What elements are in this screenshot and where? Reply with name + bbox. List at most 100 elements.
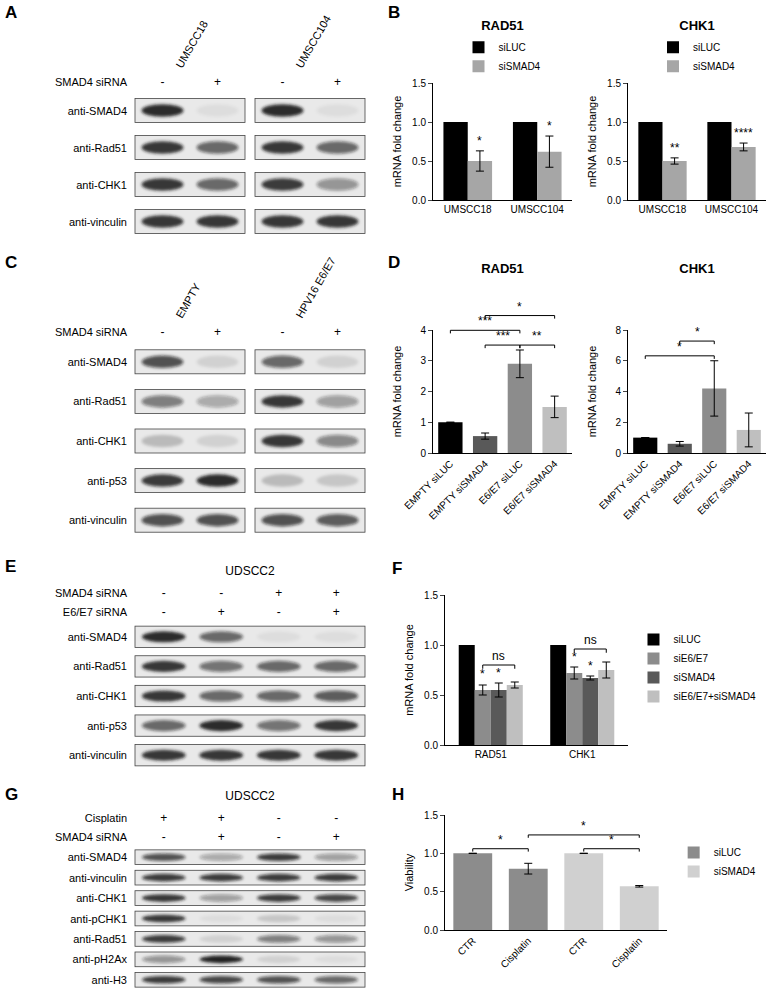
svg-text:EMPTY siSMAD4: EMPTY siSMAD4 xyxy=(621,458,685,522)
svg-text:-: - xyxy=(161,325,165,339)
svg-text:*: * xyxy=(498,833,503,847)
svg-text:3: 3 xyxy=(420,355,426,366)
svg-text:anti-vinculin: anti-vinculin xyxy=(69,872,127,884)
svg-text:Cisplatin: Cisplatin xyxy=(85,812,127,824)
svg-text:0.0: 0.0 xyxy=(424,740,438,751)
svg-text:0: 0 xyxy=(420,448,426,459)
svg-text:A: A xyxy=(5,3,17,22)
svg-text:E6/E7 siSMAD4: E6/E7 siSMAD4 xyxy=(695,458,754,517)
svg-text:-: - xyxy=(219,586,223,600)
svg-text:0.5: 0.5 xyxy=(412,156,426,167)
svg-text:anti-vinculin: anti-vinculin xyxy=(69,749,127,761)
svg-text:mRNA fold change: mRNA fold change xyxy=(391,96,403,188)
svg-text:anti-SMAD4: anti-SMAD4 xyxy=(68,356,127,368)
svg-text:0.5: 0.5 xyxy=(424,690,438,701)
svg-text:0.0: 0.0 xyxy=(607,195,621,206)
svg-text:H: H xyxy=(392,785,404,804)
svg-text:SMAD4 siRNA: SMAD4 siRNA xyxy=(55,76,128,88)
svg-text:CHK1: CHK1 xyxy=(679,261,714,276)
svg-text:-: - xyxy=(162,605,166,619)
svg-text:+: + xyxy=(214,75,221,89)
svg-text:+: + xyxy=(214,325,221,339)
svg-text:UMSCC18: UMSCC18 xyxy=(173,18,210,70)
svg-text:UMSCC104: UMSCC104 xyxy=(705,204,759,215)
svg-text:CHK1: CHK1 xyxy=(569,749,596,760)
svg-text:E6/E7 siLUC: E6/E7 siLUC xyxy=(671,458,719,506)
svg-text:0.5: 0.5 xyxy=(607,156,621,167)
svg-text:anti-SMAD4: anti-SMAD4 xyxy=(68,851,127,863)
svg-text:1.5: 1.5 xyxy=(424,590,438,601)
svg-text:RAD51: RAD51 xyxy=(475,749,508,760)
svg-text:*: * xyxy=(581,819,586,833)
svg-text:*: * xyxy=(480,667,485,681)
svg-text:0: 0 xyxy=(615,448,621,459)
svg-text:+: + xyxy=(333,586,340,600)
svg-text:siLUC: siLUC xyxy=(714,847,741,858)
svg-text:anti-CHK1: anti-CHK1 xyxy=(76,690,127,702)
svg-text:E6/E7 siSMAD4: E6/E7 siSMAD4 xyxy=(501,458,560,517)
svg-text:2: 2 xyxy=(420,386,426,397)
svg-text:anti-CHK1: anti-CHK1 xyxy=(76,179,127,191)
svg-text:*: * xyxy=(677,340,682,354)
svg-text:4: 4 xyxy=(615,386,621,397)
svg-text:*: * xyxy=(609,833,614,847)
svg-text:+: + xyxy=(218,830,225,844)
svg-text:0.0: 0.0 xyxy=(424,925,438,936)
svg-text:8: 8 xyxy=(615,325,621,336)
svg-text:anti-Rad51: anti-Rad51 xyxy=(73,395,127,407)
svg-text:6: 6 xyxy=(615,355,621,366)
svg-text:*: * xyxy=(496,666,501,680)
svg-text:+: + xyxy=(160,811,167,825)
svg-text:-: - xyxy=(162,586,166,600)
svg-text:anti-CHK1: anti-CHK1 xyxy=(76,892,127,904)
svg-text:1.0: 1.0 xyxy=(424,640,438,651)
svg-text:C: C xyxy=(5,253,17,272)
svg-text:4: 4 xyxy=(420,325,426,336)
svg-text:2: 2 xyxy=(615,417,621,428)
svg-text:+: + xyxy=(275,586,282,600)
svg-text:EMPTY siSMAD4: EMPTY siSMAD4 xyxy=(427,458,491,522)
svg-text:CHK1: CHK1 xyxy=(679,18,714,33)
svg-text:**: ** xyxy=(532,329,542,343)
svg-text:CTR: CTR xyxy=(455,935,477,957)
svg-text:Cisplatin: Cisplatin xyxy=(498,935,533,970)
svg-text:B: B xyxy=(388,3,400,22)
svg-text:anti-Rad51: anti-Rad51 xyxy=(73,142,127,154)
svg-text:SMAD4 siRNA: SMAD4 siRNA xyxy=(55,831,128,843)
svg-text:0.0: 0.0 xyxy=(412,195,426,206)
svg-text:mRNA fold change: mRNA fold change xyxy=(403,624,415,716)
svg-text:UMSCC104: UMSCC104 xyxy=(293,13,333,70)
svg-text:-: - xyxy=(281,75,285,89)
svg-text:EMPTY siLUC: EMPTY siLUC xyxy=(597,458,650,511)
svg-text:anti-Rad51: anti-Rad51 xyxy=(73,933,127,945)
svg-text:siLUC: siLUC xyxy=(499,42,526,53)
svg-text:+: + xyxy=(333,605,340,619)
svg-text:Viability: Viability xyxy=(403,853,415,891)
svg-text:anti-Rad51: anti-Rad51 xyxy=(73,660,127,672)
svg-text:1.5: 1.5 xyxy=(412,78,426,89)
svg-text:anti-p53: anti-p53 xyxy=(87,475,127,487)
svg-text:*: * xyxy=(477,134,482,148)
svg-text:-: - xyxy=(277,830,281,844)
svg-text:*: * xyxy=(517,300,522,314)
svg-text:+: + xyxy=(218,811,225,825)
svg-text:F: F xyxy=(392,559,402,578)
svg-text:+: + xyxy=(333,830,340,844)
svg-text:***: *** xyxy=(496,329,510,343)
svg-text:1.5: 1.5 xyxy=(424,810,438,821)
svg-text:SMAD4 siRNA: SMAD4 siRNA xyxy=(55,587,128,599)
svg-text:-: - xyxy=(277,811,281,825)
svg-text:anti-SMAD4: anti-SMAD4 xyxy=(68,631,127,643)
svg-text:-: - xyxy=(334,811,338,825)
svg-text:anti-p53: anti-p53 xyxy=(87,720,127,732)
svg-text:-: - xyxy=(277,605,281,619)
svg-text:siSMAD4: siSMAD4 xyxy=(673,672,715,683)
svg-text:siLUC: siLUC xyxy=(693,42,720,53)
svg-text:UMSCC18: UMSCC18 xyxy=(639,204,687,215)
svg-text:1.0: 1.0 xyxy=(412,117,426,128)
svg-text:G: G xyxy=(5,785,18,804)
svg-text:siLUC: siLUC xyxy=(673,634,700,645)
svg-text:CTR: CTR xyxy=(566,935,588,957)
svg-text:siE6/E7: siE6/E7 xyxy=(673,653,708,664)
svg-text:anti-vinculin: anti-vinculin xyxy=(69,514,127,526)
